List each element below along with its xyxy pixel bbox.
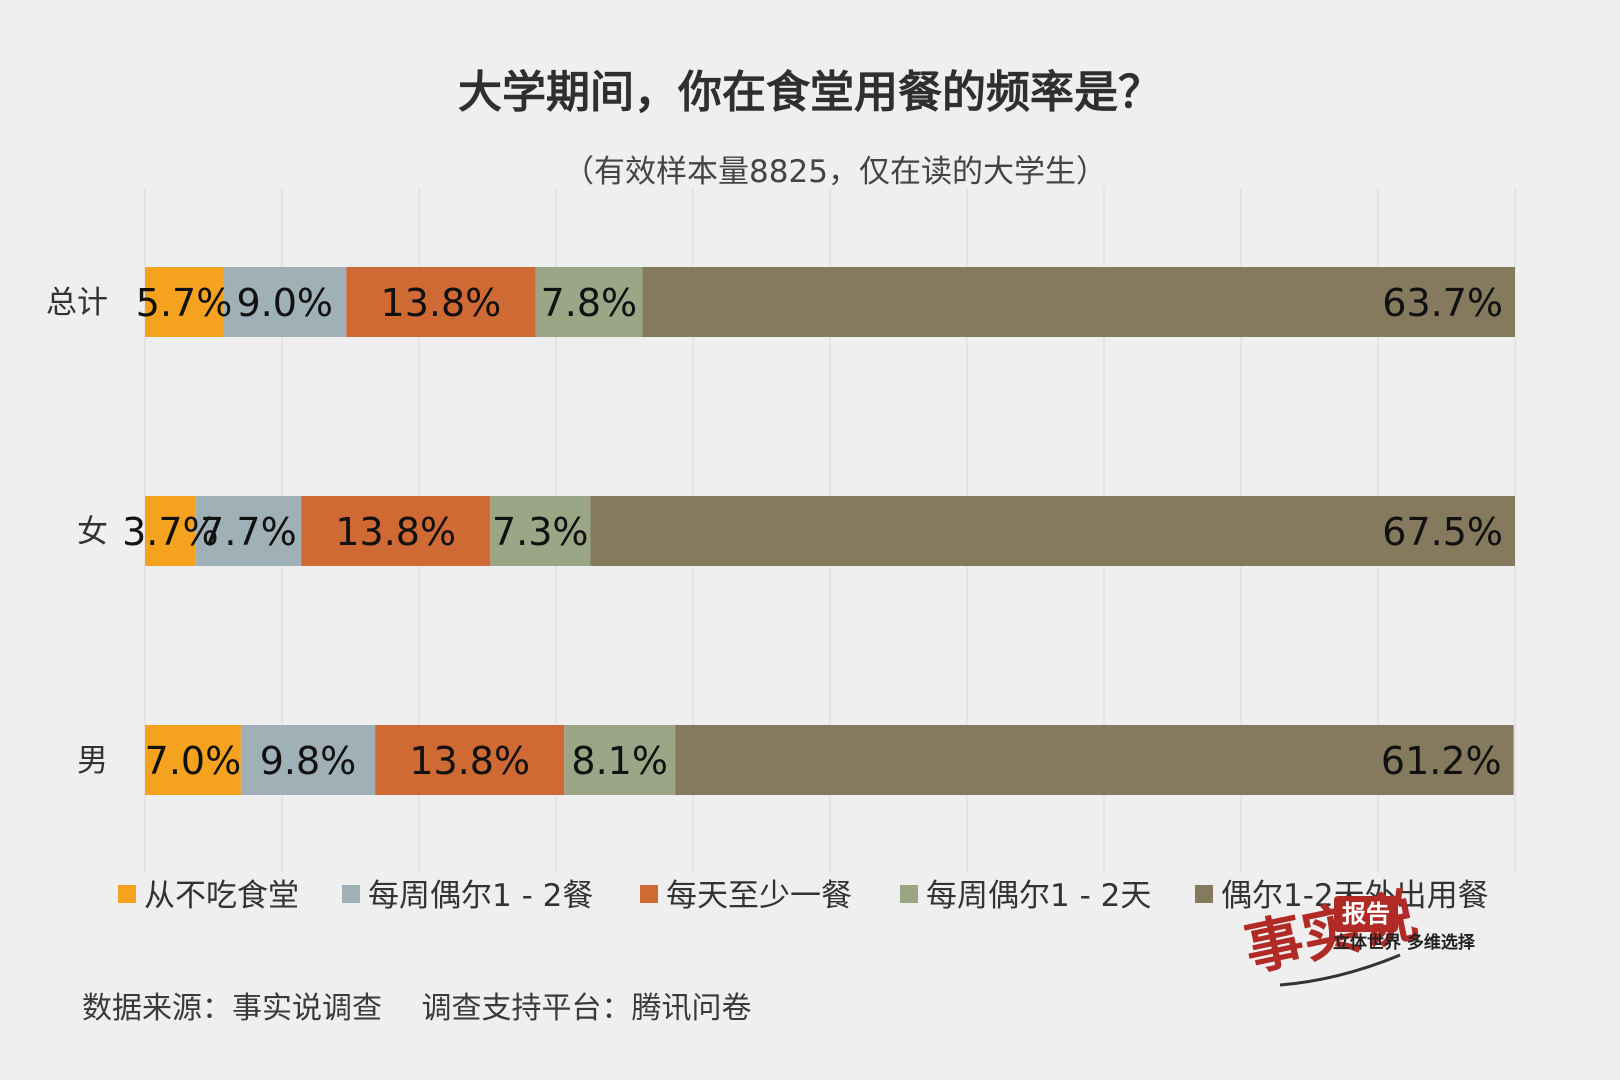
- chart-subtitle: （有效样本量8825，仅在读的大学生）: [563, 154, 1107, 190]
- bar-segment: [145, 496, 196, 566]
- data-label: 7.3%: [492, 510, 589, 554]
- bar-segment: [590, 496, 1515, 566]
- bar-segment: [346, 267, 536, 337]
- data-label: 13.8%: [335, 510, 456, 554]
- bar-segment: [642, 267, 1515, 337]
- brand-tagline: 立体世界 多维选择: [1333, 932, 1476, 953]
- bar-segment: [145, 725, 241, 795]
- data-label: 8.1%: [571, 739, 668, 783]
- legend-swatch: [118, 885, 136, 903]
- legend-label: 从不吃食堂: [144, 878, 299, 914]
- data-label: 7.8%: [541, 281, 638, 325]
- legend-swatch: [900, 885, 918, 903]
- brand-badge-text: 报告: [1342, 900, 1390, 928]
- data-label: 7.7%: [200, 510, 297, 554]
- category-label: 总计: [46, 285, 108, 321]
- legend-label: 每周偶尔1 - 2天: [926, 878, 1151, 914]
- legend-label: 每周偶尔1 - 2餐: [368, 878, 593, 914]
- data-label: 63.7%: [1382, 281, 1503, 325]
- bar-segment: [223, 267, 347, 337]
- data-label: 3.7%: [122, 510, 219, 554]
- source-note: 数据来源：事实说调查 调查支持平台：腾讯问卷: [82, 991, 752, 1026]
- bar-segment: [240, 725, 376, 795]
- legend-label: 每天至少一餐: [666, 878, 852, 914]
- bar-segment: [535, 267, 643, 337]
- data-label: 9.8%: [260, 739, 357, 783]
- data-label: 9.0%: [236, 281, 333, 325]
- bar-segment: [675, 725, 1514, 795]
- data-labels: 5.7% 9.0% 13.8% 7.8% 63.7% 3.7%7.7% 13.8% 7.3% 6…: [122, 281, 1503, 783]
- brand-brush-stroke: [1279, 953, 1401, 987]
- brand-logo: 事实说 报告 立体世界 多维选择: [1239, 881, 1476, 987]
- bar-segment: [564, 725, 676, 795]
- legend-swatch: [342, 885, 360, 903]
- category-label: 女: [77, 514, 108, 550]
- brand-badge: [1334, 896, 1398, 932]
- data-label: 61.2%: [1381, 739, 1502, 783]
- bar-segment: [490, 496, 591, 566]
- legend-swatch: [1195, 885, 1213, 903]
- data-label: 13.8%: [381, 281, 502, 325]
- legend-swatch: [640, 885, 658, 903]
- data-label: 13.8%: [409, 739, 530, 783]
- bars: [145, 267, 1515, 795]
- data-label: 67.5%: [1382, 510, 1503, 554]
- data-label: 7.0%: [145, 739, 242, 783]
- category-label: 男: [77, 743, 108, 779]
- bar-segment: [195, 496, 302, 566]
- bar-segment: [301, 496, 491, 566]
- bar-segment: [375, 725, 565, 795]
- chart-title: 大学期间，你在食堂用餐的频率是？: [458, 67, 1162, 118]
- data-label: 5.7%: [136, 281, 233, 325]
- bar-segment: [145, 267, 224, 337]
